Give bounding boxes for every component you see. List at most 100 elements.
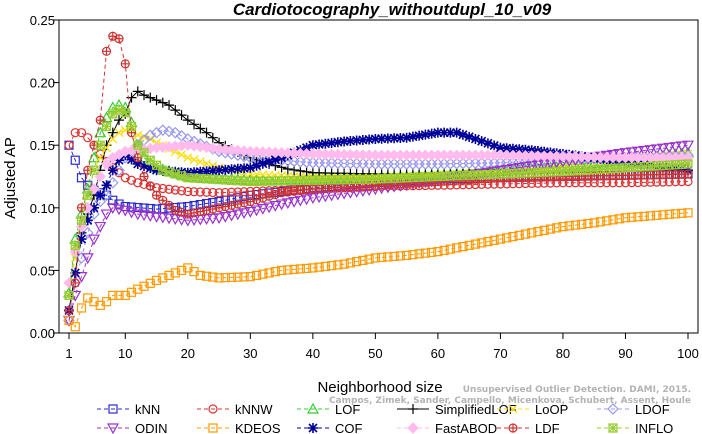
data-point-ldof (113, 164, 125, 177)
data-point-ldof (100, 189, 113, 202)
data-point-kdeos (339, 259, 349, 269)
data-point-inflo (64, 290, 74, 301)
legend-item-lof: LOF (297, 402, 360, 417)
legend-marker-simplifiedlof (408, 404, 418, 414)
data-point-loop (183, 153, 193, 163)
data-point-kdeos (420, 248, 430, 258)
data-point-inflo (126, 121, 137, 132)
data-point-kdeos (283, 265, 293, 275)
data-point-kdeos (427, 247, 437, 257)
data-point-ldof (94, 195, 107, 208)
data-point-ldf (164, 200, 174, 210)
legend-label-inflo: INFLO (635, 421, 673, 434)
data-point-knnw (214, 188, 224, 198)
data-point-kdeos (314, 262, 324, 272)
data-point-knnw (164, 184, 174, 194)
data-point-simplifiedlof (189, 119, 200, 130)
legend-marker-cof (308, 423, 318, 433)
data-point-ldf (158, 195, 168, 205)
data-point-cof (207, 165, 218, 176)
data-point-odin (281, 198, 294, 210)
data-point-kdeos (133, 284, 143, 294)
data-point-cof (445, 127, 456, 138)
data-point-knnw (239, 187, 249, 197)
data-point-kdeos (201, 271, 212, 281)
legend-marker-odin (106, 423, 120, 434)
data-point-ldf (114, 34, 124, 44)
series-fastabod (63, 139, 694, 289)
data-point-kdeos (251, 270, 262, 281)
series-line-simplifiedlof (68, 90, 689, 311)
data-point-cof (195, 166, 206, 177)
data-point-cof (482, 138, 493, 149)
y-tick-label: 0.15 (30, 138, 55, 153)
data-point-knn (145, 203, 155, 214)
data-point-kdeos (433, 247, 443, 257)
x-tick-label: 90 (618, 346, 632, 361)
data-point-kdeos (464, 240, 474, 250)
data-point-kdeos (639, 211, 649, 221)
data-point-kdeos (589, 218, 599, 228)
data-point-kdeos (377, 252, 387, 262)
data-point-ldf (120, 59, 130, 69)
data-point-odin (663, 142, 676, 154)
data-point-cof (339, 136, 350, 147)
data-point-knnw (126, 175, 137, 185)
data-point-kdeos (408, 250, 418, 260)
data-point-odin (244, 206, 257, 218)
data-point-odin (650, 144, 663, 156)
legend: kNN kNNW LOF SimplifiedLOF LoOP LDOF ODIN KDEOS… (97, 402, 673, 434)
legend-marker-lof (306, 402, 320, 414)
data-point-kdeos (395, 251, 405, 261)
data-point-cof (70, 267, 81, 278)
data-point-cof (432, 127, 443, 138)
data-point-odin (131, 209, 144, 221)
data-point-kdeos (333, 260, 343, 270)
data-point-kdeos (139, 281, 149, 291)
data-point-cof (332, 137, 343, 148)
legend-label-simplifiedlof: SimplifiedLOF (435, 402, 517, 417)
legend-marker-ldof (607, 403, 619, 415)
data-point-kdeos (164, 270, 174, 281)
data-point-odin (156, 212, 169, 224)
data-point-inflo (151, 160, 162, 170)
legend-marker-ldf (508, 423, 518, 433)
data-point-cof (451, 127, 462, 138)
data-point-kdeos (320, 261, 330, 271)
data-point-kdeos (658, 210, 668, 220)
x-tick-label: 50 (368, 346, 382, 361)
data-point-cof (470, 133, 481, 144)
legend-item-ldf: LDF (497, 421, 560, 434)
data-point-knn (70, 155, 80, 165)
data-point-cof (145, 163, 156, 174)
data-point-simplifiedlof (164, 100, 175, 111)
legend-item-odin: ODIN (97, 421, 168, 434)
data-point-cof (139, 161, 150, 172)
data-point-cof (270, 154, 281, 165)
data-point-kdeos (108, 290, 118, 301)
data-point-kdeos (195, 270, 205, 281)
data-point-kdeos (239, 272, 249, 282)
data-point-kdeos (145, 278, 155, 288)
watermark-line-2: Campos, Zimek, Sander, Campello, Micenko… (329, 396, 691, 406)
legend-marker-inflo (608, 423, 618, 433)
data-point-cof (501, 143, 512, 154)
data-point-knnw (195, 187, 205, 197)
data-point-cof (214, 165, 225, 176)
data-point-kdeos (602, 216, 612, 226)
data-point-cof (457, 129, 468, 140)
data-point-fastabod (100, 158, 113, 170)
data-point-kdeos (670, 209, 681, 219)
data-point-odin (94, 221, 107, 233)
data-point-odin (256, 203, 269, 215)
data-point-kdeos (264, 268, 274, 278)
series-line-kdeos (68, 212, 689, 328)
data-point-inflo (101, 121, 112, 132)
data-point-kdeos (564, 221, 574, 231)
x-tick-label: 60 (431, 346, 445, 361)
data-point-kdeos (495, 234, 506, 244)
data-point-cof (407, 131, 418, 142)
data-point-ldof (150, 126, 163, 139)
data-point-kdeos (677, 208, 687, 218)
data-point-ldf (151, 190, 162, 200)
